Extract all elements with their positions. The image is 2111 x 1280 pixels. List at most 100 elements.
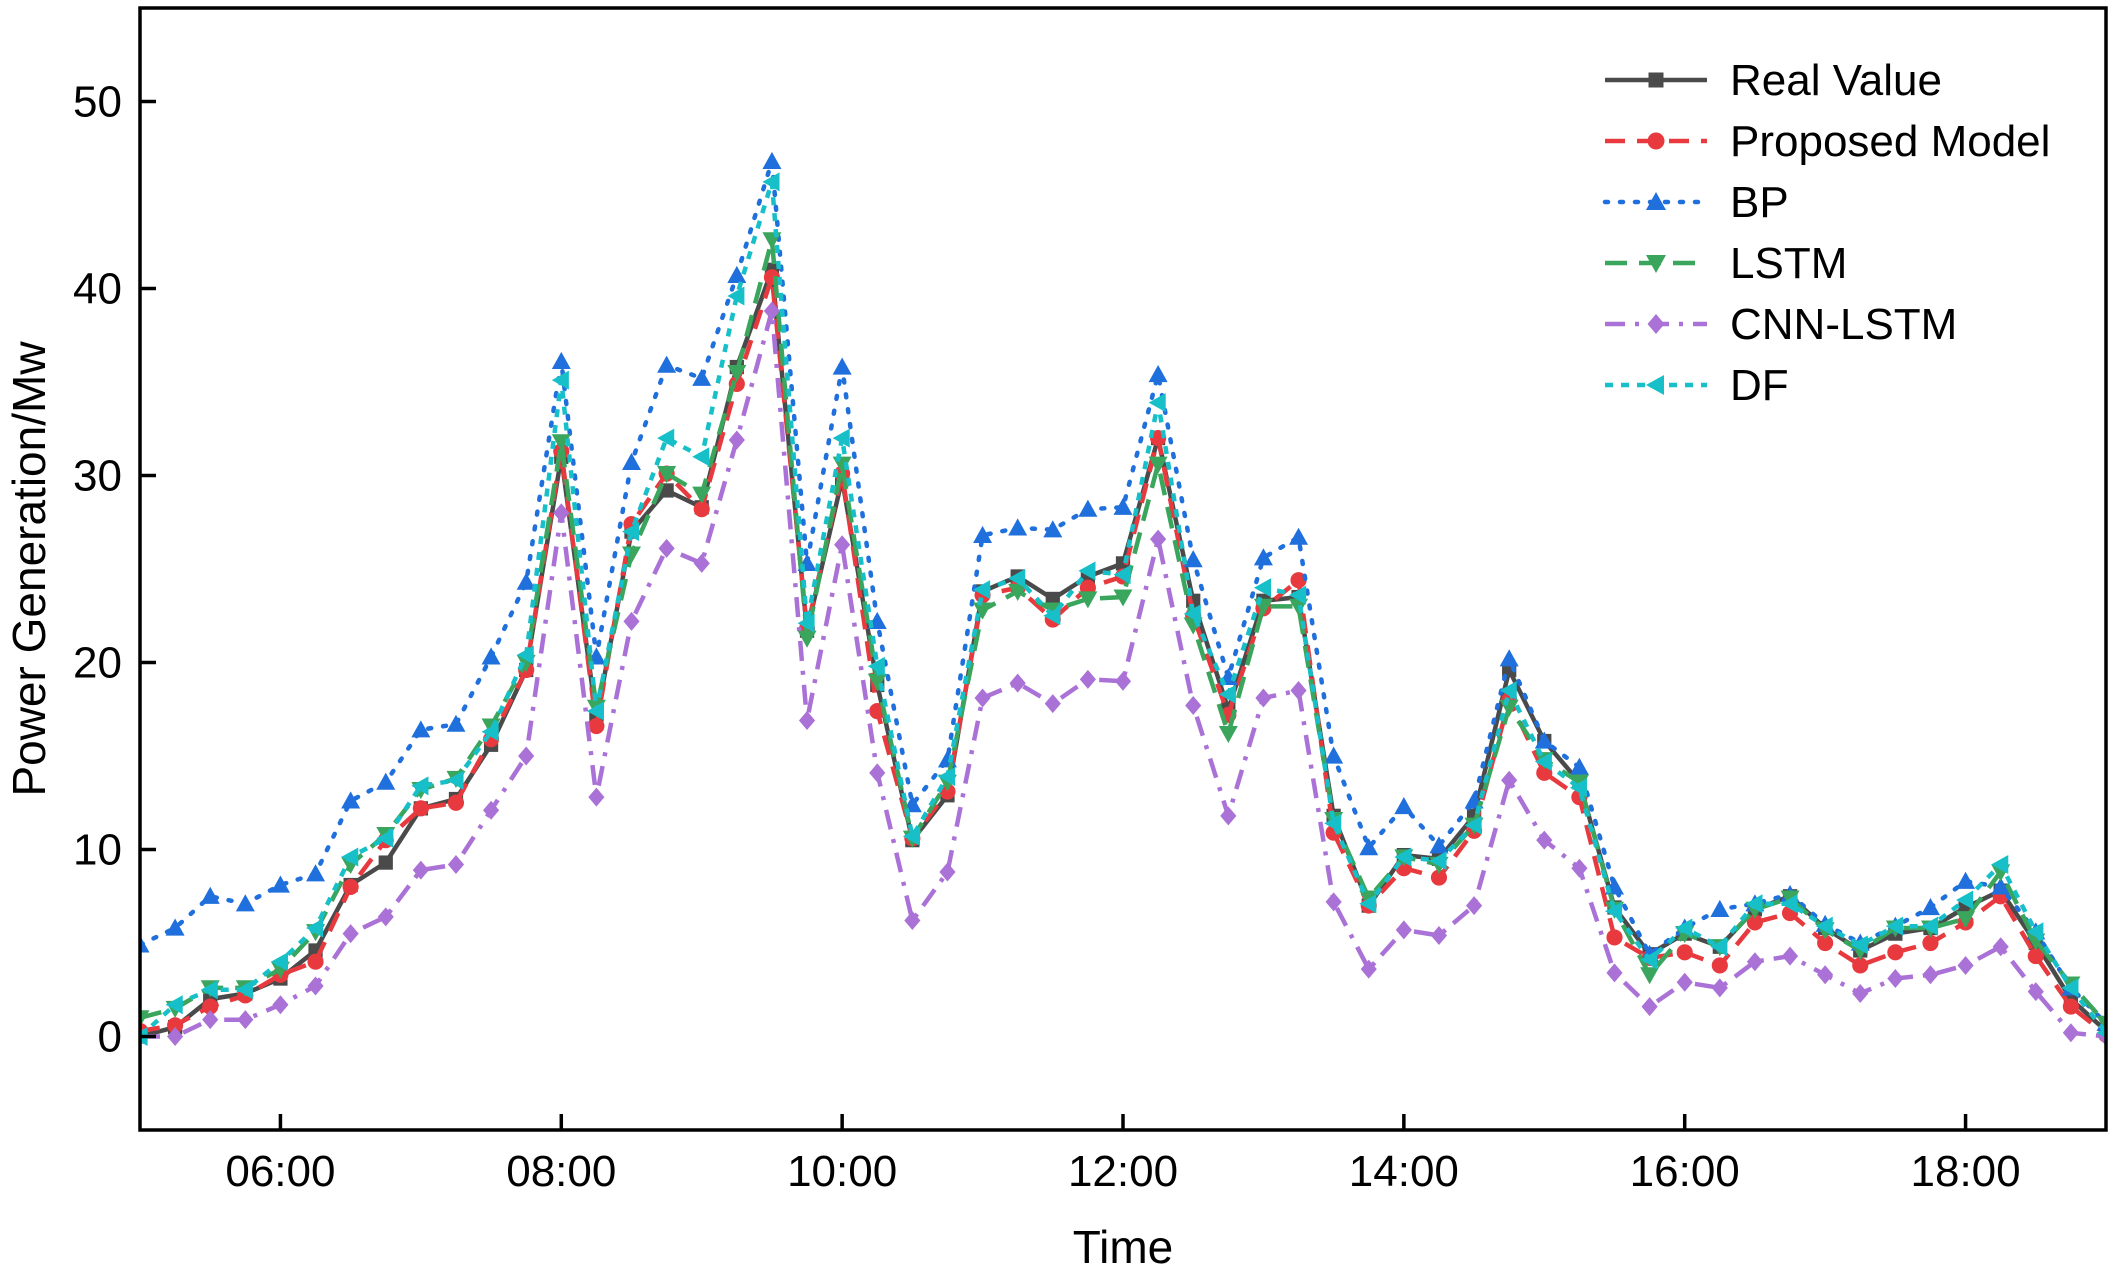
legend-label: Proposed Model [1730,117,2050,166]
data-point-df [1815,916,1833,936]
data-point-cnn-lstm [1220,806,1237,826]
data-point-df [1464,815,1482,835]
data-point-bp [376,772,396,790]
data-point-df [937,767,956,787]
data-point-lstm [797,630,817,648]
data-point-bp [973,525,993,543]
data-point-df [1253,578,1272,598]
data-point-bp [1534,731,1554,749]
data-point-bp [1710,899,1730,917]
data-point-df [1043,606,1061,626]
data-point-lstm [140,1010,150,1028]
data-point-df [235,980,253,1000]
data-point-lstm [1008,583,1028,601]
data-point-df [270,952,289,972]
data-point-bp [1324,746,1344,764]
data-point-cnn-lstm [1501,770,1518,790]
legend-item-lstm: LSTM [1605,239,1847,288]
data-point-cnn-lstm [1852,983,1869,1003]
data-point-cnn-lstm [167,1027,184,1046]
data-point-cnn-lstm [588,787,605,807]
data-point-proposed-model [588,718,605,735]
data-point-proposed-model [1817,934,1834,952]
legend-item-bp: BP [1602,178,1789,227]
data-point-cnn-lstm [1044,694,1061,714]
data-point-df [481,722,499,742]
data-point-cnn-lstm [798,710,816,730]
data-point-real-value [1045,591,1060,607]
data-point-cnn-lstm [1887,969,1904,989]
data-point-cnn-lstm [834,535,851,555]
data-point-df [376,828,394,848]
data-point-df [973,580,991,600]
data-point-df [1956,890,1974,910]
series-line-lstm [140,237,2106,1025]
data-point-proposed-model [1852,957,1869,974]
data-point-df [692,447,710,467]
data-point-cnn-lstm [1325,892,1342,912]
data-point-cnn-lstm [1185,696,1202,716]
x-tick-label: 12:00 [1068,1147,1178,1196]
data-point-cnn-lstm [1817,965,1834,985]
data-point-df [1289,585,1307,605]
data-point-cnn-lstm [939,862,956,882]
data-point-bp [235,894,255,912]
data-point-cnn-lstm [1781,946,1799,966]
data-point-lstm [1078,591,1098,609]
data-point-proposed-model [202,998,219,1015]
data-point-bp [341,791,361,809]
data-point-df [1885,916,1903,936]
data-point-cnn-lstm [1957,955,1974,975]
data-point-bp [270,875,290,893]
data-point-cnn-lstm [1079,669,1096,689]
data-point-bp [1078,499,1098,517]
x-tick-label: 18:00 [1911,1147,2021,1196]
data-point-lstm [1218,725,1238,744]
data-point-df [1640,950,1658,970]
data-point-cnn-lstm [1255,688,1272,708]
data-point-bp [306,864,326,882]
legend: Real Value Proposed Model BP LSTM CNN-LSTM DF [1602,56,2050,410]
series-proposed-model [140,269,2106,1043]
data-point-bp [1148,365,1168,383]
data-point-bp [1043,520,1063,538]
data-point-df [1605,901,1623,921]
data-point-df [1569,778,1587,798]
data-point-df [306,918,324,938]
data-point-proposed-model [412,800,429,817]
x-tick-label: 14:00 [1349,1147,1459,1196]
data-point-bp [516,572,536,590]
data-point-df [1218,684,1236,704]
data-point-df [1148,393,1166,413]
series-df [140,172,2106,1046]
data-point-cnn-lstm [623,611,640,631]
legend-marker [1646,375,1664,395]
data-point-cnn-lstm [553,503,570,523]
data-point-df [1920,916,1939,936]
data-point-lstm [973,602,993,620]
data-point-df [1675,918,1693,938]
data-point-bp [165,918,185,936]
data-point-df [1534,752,1552,772]
data-point-df [200,980,218,1000]
data-point-df [2026,922,2044,942]
data-point-proposed-model [1711,957,1728,974]
y-tick-label: 20 [73,639,122,688]
data-point-proposed-model [2062,998,2079,1015]
legend-item-df: DF [1605,361,1789,410]
data-point-proposed-model [1606,929,1623,946]
data-point-bp [1359,838,1379,856]
data-point-bp [411,720,431,738]
series-layer [140,151,2106,1046]
data-point-lstm [1956,911,1976,929]
series-line-cnn-lstm [140,308,2106,1039]
legend-label: CNN-LSTM [1730,300,1957,349]
data-point-df [551,370,569,390]
data-point-df [762,172,780,192]
data-point-bp [1499,649,1519,667]
data-point-bp [727,265,747,284]
data-point-cnn-lstm [869,763,886,783]
data-point-df [1394,847,1412,867]
legend-item-cnn-lstm: CNN-LSTM [1605,300,1957,349]
